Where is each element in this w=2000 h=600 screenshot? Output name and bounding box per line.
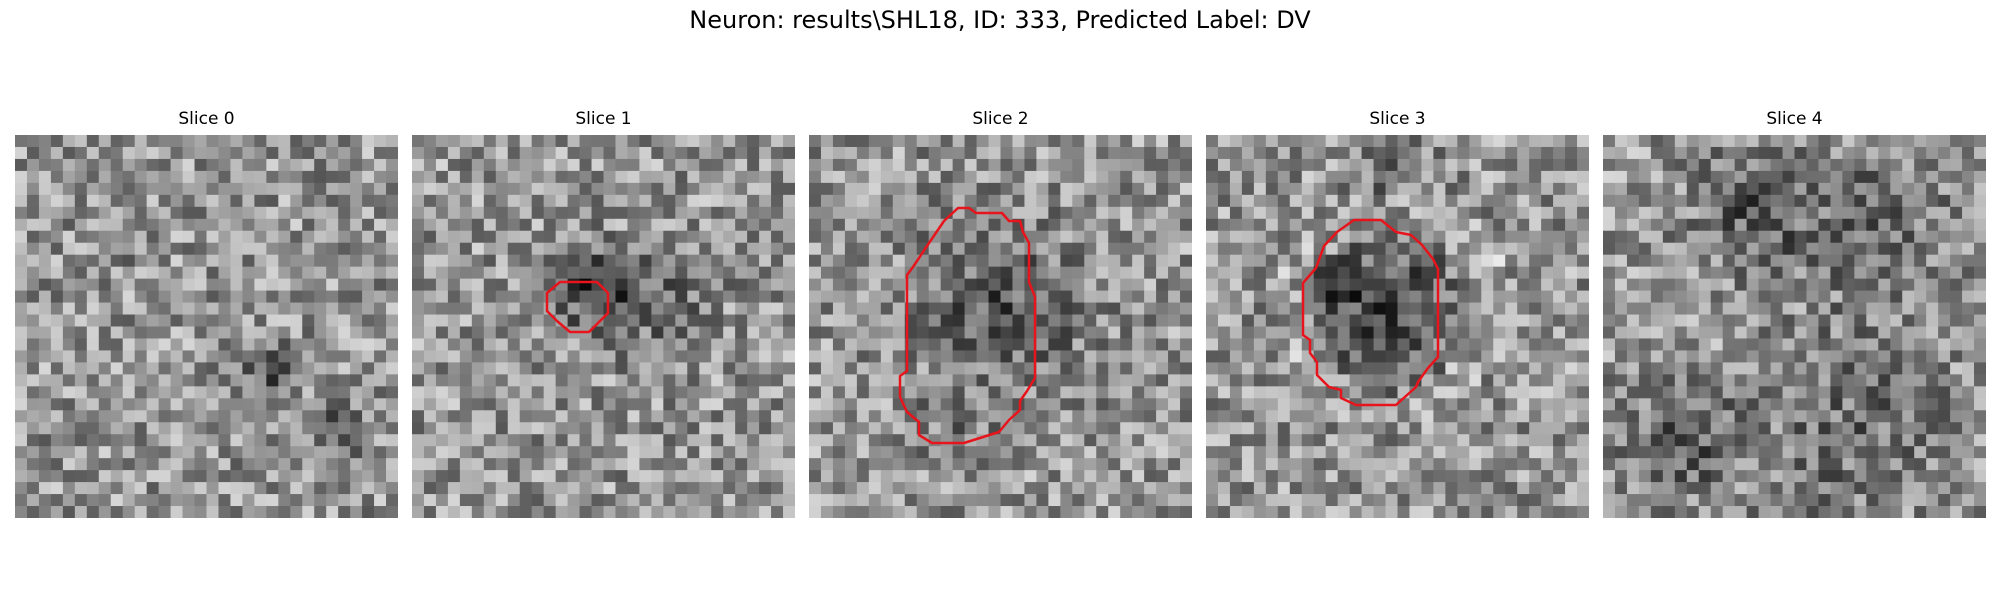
slice-image-0	[15, 135, 398, 518]
pixel-grid-2	[809, 135, 1192, 518]
figure-title: Neuron: results\SHL18, ID: 333, Predicte…	[689, 6, 1311, 34]
pixel-grid-0	[15, 135, 398, 518]
slice-image-1	[412, 135, 795, 518]
slice-title-2: Slice 2	[972, 109, 1029, 129]
roi-contour-1	[545, 280, 610, 334]
slice-image-4	[1603, 135, 1986, 518]
roi-contour-3	[1301, 218, 1440, 407]
pixel-grid-3	[1206, 135, 1589, 518]
slice-image-2	[809, 135, 1192, 518]
slice-title-3: Slice 3	[1369, 109, 1426, 129]
slice-title-0: Slice 0	[178, 109, 235, 129]
pixel-grid-1	[412, 135, 795, 518]
slice-image-3	[1206, 135, 1589, 518]
slice-title-1: Slice 1	[575, 109, 632, 129]
slice-title-4: Slice 4	[1766, 109, 1823, 129]
roi-contour-2	[898, 206, 1037, 445]
pixel-grid-4	[1603, 135, 1986, 518]
